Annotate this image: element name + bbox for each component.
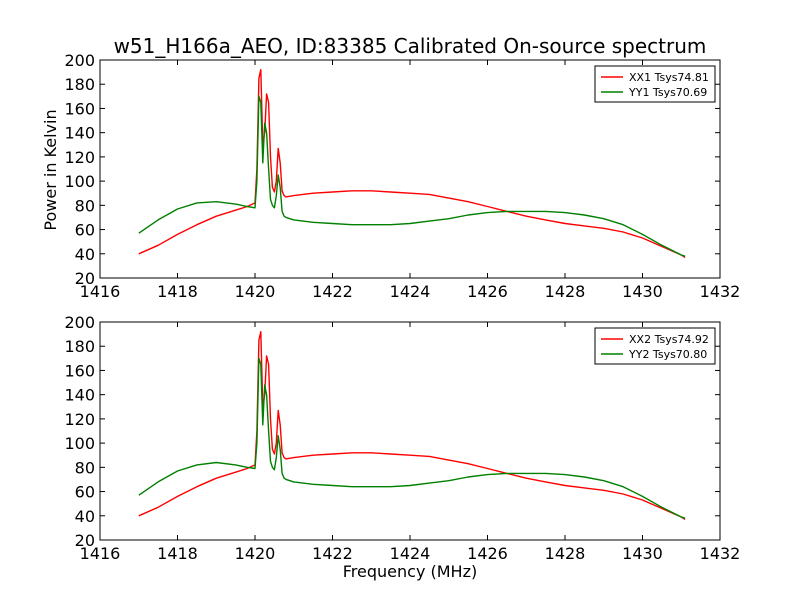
y-tick-label: 120 xyxy=(64,410,95,429)
x-tick-label: 1418 xyxy=(157,544,198,563)
y-tick-label: 200 xyxy=(64,313,95,332)
x-tick-label: 1418 xyxy=(157,282,198,301)
chart-title: w51_H166a_AEO, ID:83385 Calibrated On-so… xyxy=(114,34,707,58)
x-tick-label: 1416 xyxy=(80,544,121,563)
x-tick-label: 1424 xyxy=(390,282,431,301)
y-tick-label: 60 xyxy=(75,483,95,502)
y-tick-label: 180 xyxy=(64,75,95,94)
y-tick-label: 160 xyxy=(64,99,95,118)
series-line-yy-panel-2 xyxy=(138,357,686,519)
y-tick-label: 40 xyxy=(75,507,95,526)
x-tick-label: 1426 xyxy=(467,282,508,301)
y-tick-label: 20 xyxy=(75,531,95,550)
x-tick-label: 1426 xyxy=(467,544,508,563)
y-tick-label: 200 xyxy=(64,51,95,70)
x-tick-label: 1424 xyxy=(390,544,431,563)
top-ylabel: Power in Kelvin xyxy=(41,109,60,230)
y-tick-label: 140 xyxy=(64,386,95,405)
x-tick-label: 1416 xyxy=(80,282,121,301)
bottom-panel: 1416 1418 1420 1422 1424 1426 1428 1430 1432 20 40… xyxy=(64,313,740,563)
series-line-yy-panel-1 xyxy=(138,95,686,257)
y-tick-label: 180 xyxy=(64,337,95,356)
x-tick-label: 1432 xyxy=(700,544,741,563)
x-tick-label: 1422 xyxy=(312,282,353,301)
y-tick-label: 80 xyxy=(75,196,95,215)
x-tick-label: 1432 xyxy=(700,282,741,301)
y-tick-label: 40 xyxy=(75,245,95,264)
legend-label: XX2 Tsys74.92 xyxy=(629,333,709,346)
y-tick-label: 80 xyxy=(75,458,95,477)
bottom-xlabel: Frequency (MHz) xyxy=(343,562,477,581)
x-tick-label: 1420 xyxy=(235,282,276,301)
top-panel: 1416 1418 1420 1422 1424 1426 1428 1430 1432 20 40… xyxy=(64,51,740,301)
legend-label: YY2 Tsys70.80 xyxy=(628,348,707,361)
x-tick-label: 1430 xyxy=(622,544,663,563)
y-tick-label: 120 xyxy=(64,148,95,167)
y-tick-label: 140 xyxy=(64,124,95,143)
y-tick-label: 60 xyxy=(75,221,95,240)
y-tick-label: 100 xyxy=(64,172,95,191)
legend-label: XX1 Tsys74.81 xyxy=(629,71,709,84)
x-tick-label: 1428 xyxy=(545,282,586,301)
legend-box xyxy=(594,65,716,103)
legend-label: YY1 Tsys70.69 xyxy=(628,86,707,99)
x-tick-label: 1420 xyxy=(235,544,276,563)
y-tick-label: 20 xyxy=(75,269,95,288)
legend: XX2 Tsys74.92 YY2 Tsys70.80 xyxy=(594,327,716,365)
x-tick-label: 1428 xyxy=(545,544,586,563)
x-tick-label: 1430 xyxy=(622,282,663,301)
y-tick-label: 100 xyxy=(64,434,95,453)
y-tick-label: 160 xyxy=(64,361,95,380)
legend: XX1 Tsys74.81 YY1 Tsys70.69 xyxy=(594,65,716,103)
legend-box xyxy=(594,327,716,365)
x-tick-label: 1422 xyxy=(312,544,353,563)
